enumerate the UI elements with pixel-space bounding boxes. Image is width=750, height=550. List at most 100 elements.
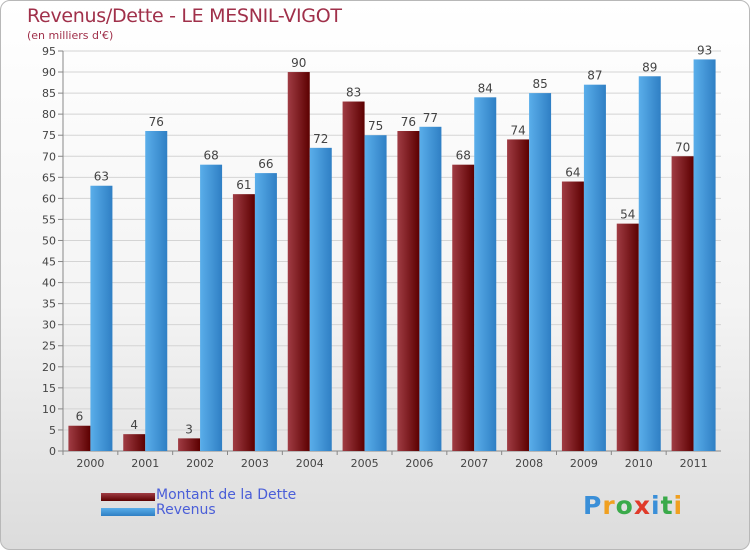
y-tick-label: 30	[42, 319, 56, 332]
bar-revenus-2000	[90, 185, 113, 451]
bar-revenus-2010	[638, 76, 661, 452]
data-label-dette-2010: 54	[620, 208, 635, 222]
bar-dette-2000	[68, 425, 91, 451]
data-label-dette-2007: 68	[456, 149, 471, 163]
bar-dette-2004	[287, 72, 310, 451]
x-tick-label: 2006	[405, 457, 433, 470]
bar-dette-2005	[342, 101, 365, 452]
legend-label-revenus: Revenus	[156, 502, 216, 518]
bar-revenus-2007	[474, 97, 497, 451]
chart-title: Revenus/Dette - LE MESNIL-VIGOT	[27, 5, 342, 27]
bar-revenus-2001	[145, 131, 168, 451]
data-label-revenus-2002: 68	[203, 149, 218, 163]
data-label-revenus-2005: 75	[368, 119, 383, 133]
bar-revenus-2003	[254, 173, 277, 451]
gridlines	[63, 50, 721, 431]
data-label-revenus-2001: 76	[149, 115, 164, 129]
y-tick-label: 15	[42, 382, 56, 395]
data-label-dette-2000: 6	[76, 410, 84, 424]
axes: 0 5 10 15 20 25 30 35 40 45 50 55 60 65 70 75 80 85 90 95 20…	[42, 45, 721, 470]
data-label-dette-2006: 76	[401, 115, 416, 129]
data-label-revenus-2004: 72	[313, 132, 328, 146]
y-tick-label: 50	[42, 234, 56, 247]
data-label-dette-2004: 90	[291, 56, 306, 70]
logo-letter: x	[633, 491, 651, 520]
bar-revenus-2009	[583, 84, 606, 452]
x-tick-label: 2000	[76, 457, 104, 470]
logo-letter: i	[673, 491, 684, 520]
x-tick-label: 2010	[625, 457, 653, 470]
data-label-revenus-2007: 84	[478, 81, 493, 95]
bar-revenus-2006	[419, 126, 442, 451]
data-label-dette-2002: 3	[185, 422, 193, 436]
data-label-revenus-2008: 85	[532, 77, 547, 91]
bar-dette-2009	[561, 181, 584, 452]
data-label-revenus-2009: 87	[587, 69, 602, 83]
x-tick-label: 2009	[570, 457, 598, 470]
data-label-revenus-2000: 63	[94, 170, 109, 184]
y-tick-label: 40	[42, 277, 56, 290]
data-label-dette-2009: 64	[565, 166, 580, 180]
x-tick-label: 2008	[515, 457, 543, 470]
chart-subtitle: (en milliers d'€)	[27, 29, 114, 42]
data-label-dette-2005: 83	[346, 86, 361, 100]
y-tick-label: 0	[49, 445, 56, 458]
bar-dette-2001	[123, 434, 146, 451]
bar-revenus-2002	[200, 164, 223, 451]
data-labels: 6 63 4 76 3 68 61 66 90 72 83 75 76 77 68 84 74 85 64 87 54 8…	[76, 43, 713, 436]
logo-letter: t	[660, 491, 674, 520]
x-tick-label: 2002	[186, 457, 214, 470]
y-tick-label: 20	[42, 361, 56, 374]
x-tick-label: 2007	[460, 457, 488, 470]
y-tick-label: 60	[42, 192, 56, 205]
bar-revenus-2004	[309, 147, 332, 451]
data-label-revenus-2006: 77	[423, 111, 438, 125]
logo-letter: r	[602, 491, 616, 520]
y-tick-label: 80	[42, 108, 56, 121]
data-label-revenus-2011: 93	[697, 43, 712, 57]
data-label-revenus-2010: 89	[642, 60, 657, 74]
y-tick-label: 85	[42, 87, 56, 100]
x-tick-label: 2004	[296, 457, 324, 470]
y-tick-label: 25	[42, 340, 56, 353]
legend-swatch-revenus	[101, 508, 155, 516]
bar-dette-2008	[507, 139, 530, 451]
data-label-dette-2011: 70	[675, 140, 690, 154]
logo-letter: o	[615, 491, 634, 520]
logo-letter: i	[651, 491, 661, 520]
x-tick-label: 2001	[131, 457, 159, 470]
bar-dette-2006	[397, 131, 420, 451]
bar-dette-2003	[232, 194, 255, 451]
y-tick-label: 55	[42, 213, 56, 226]
data-label-dette-2001: 4	[130, 418, 138, 432]
y-tick-label: 70	[42, 150, 56, 163]
y-tick-label: 75	[42, 129, 56, 142]
bar-revenus-2008	[529, 93, 552, 452]
y-tick-label: 90	[42, 66, 56, 79]
y-tick-label: 95	[42, 45, 56, 58]
x-tick-label: 2003	[241, 457, 269, 470]
y-tick-label: 5	[49, 424, 56, 437]
y-tick-label: 10	[42, 403, 56, 416]
legend-label-dette: Montant de la Dette	[156, 487, 297, 503]
proxiti-logo: Proxiti	[583, 491, 683, 520]
logo-letter: P	[583, 491, 603, 520]
bar-dette-2002	[178, 438, 201, 451]
bar-revenus-2005	[364, 135, 387, 452]
x-tick-label: 2011	[680, 457, 708, 470]
bar-dette-2007	[452, 164, 475, 451]
x-tick-label: 2005	[351, 457, 379, 470]
data-label-dette-2008: 74	[510, 123, 525, 137]
data-label-revenus-2003: 66	[258, 157, 273, 171]
y-tick-label: 65	[42, 171, 56, 184]
data-label-dette-2003: 61	[236, 178, 251, 192]
bars	[68, 59, 716, 452]
y-tick-label: 45	[42, 256, 56, 269]
legend-swatch-dette	[101, 493, 155, 501]
bar-dette-2010	[616, 223, 639, 451]
bar-dette-2011	[671, 156, 694, 451]
bar-revenus-2011	[693, 59, 716, 451]
y-tick-label: 35	[42, 298, 56, 311]
